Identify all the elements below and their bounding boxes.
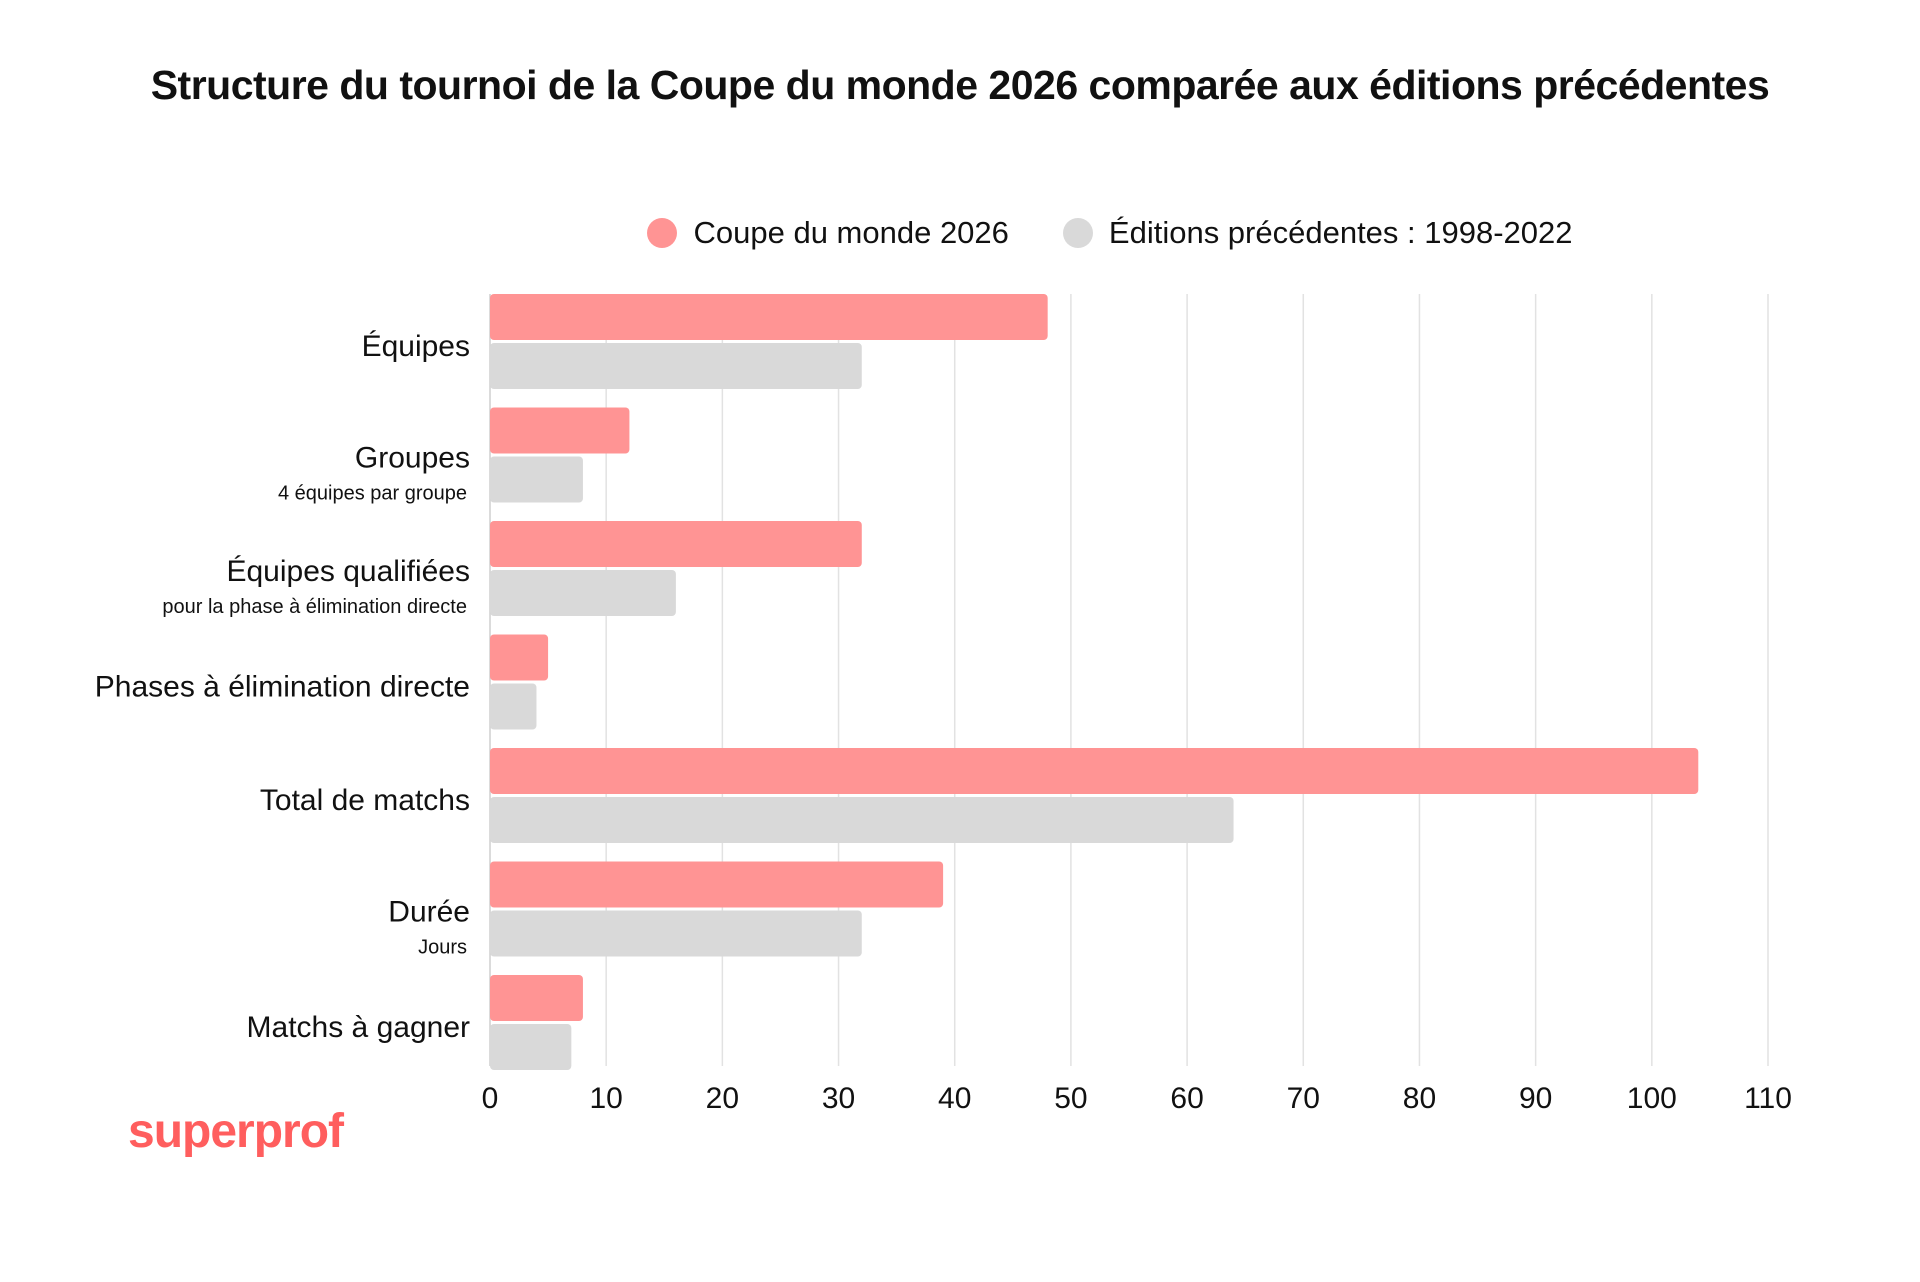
- category-sublabel: pour la phase à élimination directe: [162, 596, 467, 618]
- x-tick-label: 80: [1403, 1082, 1436, 1115]
- category-label: Groupes: [355, 442, 470, 475]
- x-tick-label: 90: [1519, 1082, 1552, 1115]
- bar-previous: [490, 683, 537, 730]
- x-tick-label: 20: [706, 1082, 739, 1115]
- x-tick-label: 50: [1054, 1082, 1087, 1115]
- legend: Coupe du monde 2026 Éditions précédentes…: [0, 215, 1920, 251]
- category-label: Matchs à gagner: [247, 1011, 470, 1044]
- bar-2026: [490, 748, 1699, 794]
- bar-previous: [490, 570, 676, 616]
- bar-previous: [490, 797, 1234, 843]
- x-tick-label: 40: [938, 1082, 971, 1115]
- superprof-logo: superprof: [128, 1105, 344, 1158]
- legend-swatch-2026: [647, 218, 678, 248]
- category-label: Équipes: [362, 330, 470, 363]
- bar-2026: [490, 294, 1048, 340]
- x-tick-label: 60: [1170, 1082, 1203, 1115]
- bar-2026: [490, 521, 862, 567]
- category-sublabel: 4 équipes par groupe: [278, 483, 467, 505]
- legend-swatch-previous: [1062, 218, 1093, 248]
- x-tick-label: 100: [1627, 1082, 1677, 1115]
- bar-2026: [490, 634, 549, 681]
- x-tick-label: 0: [482, 1082, 499, 1115]
- x-tick-label: 110: [1744, 1082, 1792, 1115]
- category-label: Durée: [388, 896, 470, 929]
- legend-item-2026: Coupe du monde 2026: [647, 215, 1009, 251]
- category-sublabel: Jours: [418, 937, 467, 959]
- legend-label-previous: Éditions précédentes : 1998-2022: [1108, 215, 1573, 250]
- category-label: Phases à élimination directe: [95, 671, 470, 704]
- bar-previous: [490, 910, 862, 957]
- bar-previous: [490, 343, 862, 389]
- x-tick-label: 10: [589, 1082, 622, 1115]
- legend-label-2026: Coupe du monde 2026: [693, 215, 1009, 250]
- bar-2026: [490, 407, 630, 454]
- bar-previous: [490, 456, 583, 503]
- bar-previous: [490, 1024, 572, 1070]
- category-label: Total de matchs: [260, 784, 470, 817]
- x-tick-label: 30: [822, 1082, 855, 1115]
- chart-title: Structure du tournoi de la Coupe du mond…: [150, 62, 1770, 108]
- bar-2026: [490, 861, 944, 908]
- x-tick-label: 70: [1287, 1082, 1320, 1115]
- legend-item-previous: Éditions précédentes : 1998-2022: [1062, 215, 1573, 251]
- bar-2026: [490, 975, 583, 1021]
- category-label: Équipes qualifiées: [226, 555, 470, 588]
